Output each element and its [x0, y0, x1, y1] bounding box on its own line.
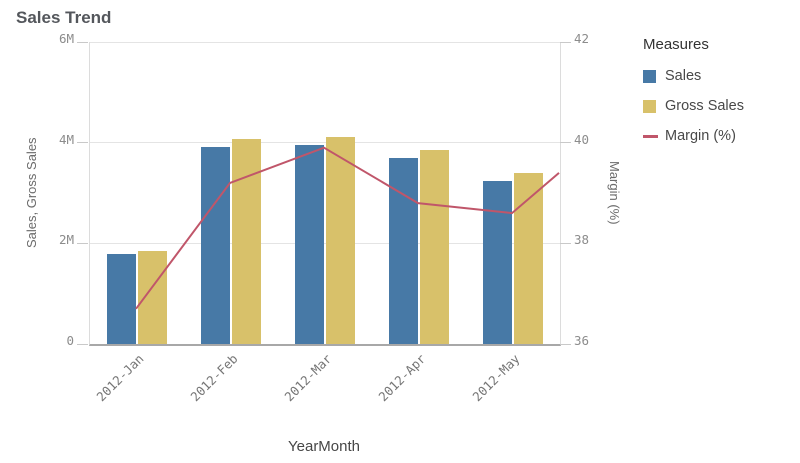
right-tick-36 — [560, 343, 571, 345]
chart-title: Sales Trend — [16, 8, 112, 27]
bar-gross-sales-2012-Jan[interactable] — [138, 250, 167, 344]
legend-items: Sales Gross Sales Margin (%) — [643, 61, 793, 151]
left-tick-4M — [77, 142, 88, 144]
legend-item-sales[interactable]: Sales — [643, 61, 793, 91]
x-axis-label-2012-Jan[interactable]: 2012-Jan — [93, 351, 147, 405]
x-axis-title: YearMonth — [288, 438, 360, 455]
left-axis-label-6M: 6M — [58, 31, 74, 46]
bar-gross-sales-2012-Apr[interactable] — [420, 150, 449, 344]
x-axis-label-2012-Apr[interactable]: 2012-Apr — [375, 351, 429, 405]
legend-item-gross-sales[interactable]: Gross Sales — [643, 91, 793, 121]
legend-line-swatch-icon — [643, 134, 658, 138]
legend-item-label: Sales — [665, 68, 702, 84]
left-axis-label-0: 0 — [66, 333, 74, 348]
right-axis-label-36: 36 — [574, 333, 590, 348]
bar-sales-2012-May[interactable] — [483, 181, 512, 344]
right-axis-title: Margin (%) — [607, 161, 622, 225]
gridline-4M — [90, 142, 560, 144]
right-axis-label-38: 38 — [574, 232, 590, 248]
legend-item-label: Margin (%) — [665, 128, 736, 144]
gridline-6M — [90, 41, 560, 43]
legend-item-label: Gross Sales — [665, 98, 744, 114]
plot-area — [89, 41, 561, 346]
x-axis-label-2012-May[interactable]: 2012-May — [469, 351, 523, 405]
bar-sales-2012-Feb[interactable] — [201, 147, 230, 344]
x-axis-label-2012-Feb[interactable]: 2012-Feb — [187, 351, 241, 405]
bar-gross-sales-2012-May[interactable] — [514, 173, 543, 344]
left-axis-label-2M: 2M — [58, 232, 74, 248]
legend-square-swatch-icon — [643, 99, 656, 113]
left-tick-6M — [77, 41, 88, 43]
left-tick-2M — [77, 242, 88, 244]
legend: Measures Sales Gross Sales Margin (%) — [643, 36, 793, 151]
right-tick-42 — [560, 41, 571, 43]
margin-line[interactable] — [135, 146, 560, 310]
gridline-2M — [90, 242, 560, 244]
left-tick-0 — [77, 343, 88, 345]
bar-sales-2012-Mar[interactable] — [295, 145, 324, 344]
legend-title: Measures — [643, 36, 709, 53]
legend-item-margin-[interactable]: Margin (%) — [643, 121, 793, 151]
left-axis-label-4M: 4M — [58, 131, 74, 147]
right-tick-38 — [560, 242, 571, 244]
bar-gross-sales-2012-Mar[interactable] — [326, 137, 355, 344]
right-axis-label-40: 40 — [574, 131, 590, 147]
left-axis-title: Sales, Gross Sales — [24, 137, 39, 249]
legend-square-swatch-icon — [643, 69, 656, 83]
x-axis-label-2012-Mar[interactable]: 2012-Mar — [281, 351, 335, 405]
bar-sales-2012-Jan[interactable] — [107, 253, 136, 344]
right-tick-40 — [560, 142, 571, 144]
margin-line-layer — [135, 146, 560, 310]
right-axis-label-42: 42 — [574, 31, 590, 46]
